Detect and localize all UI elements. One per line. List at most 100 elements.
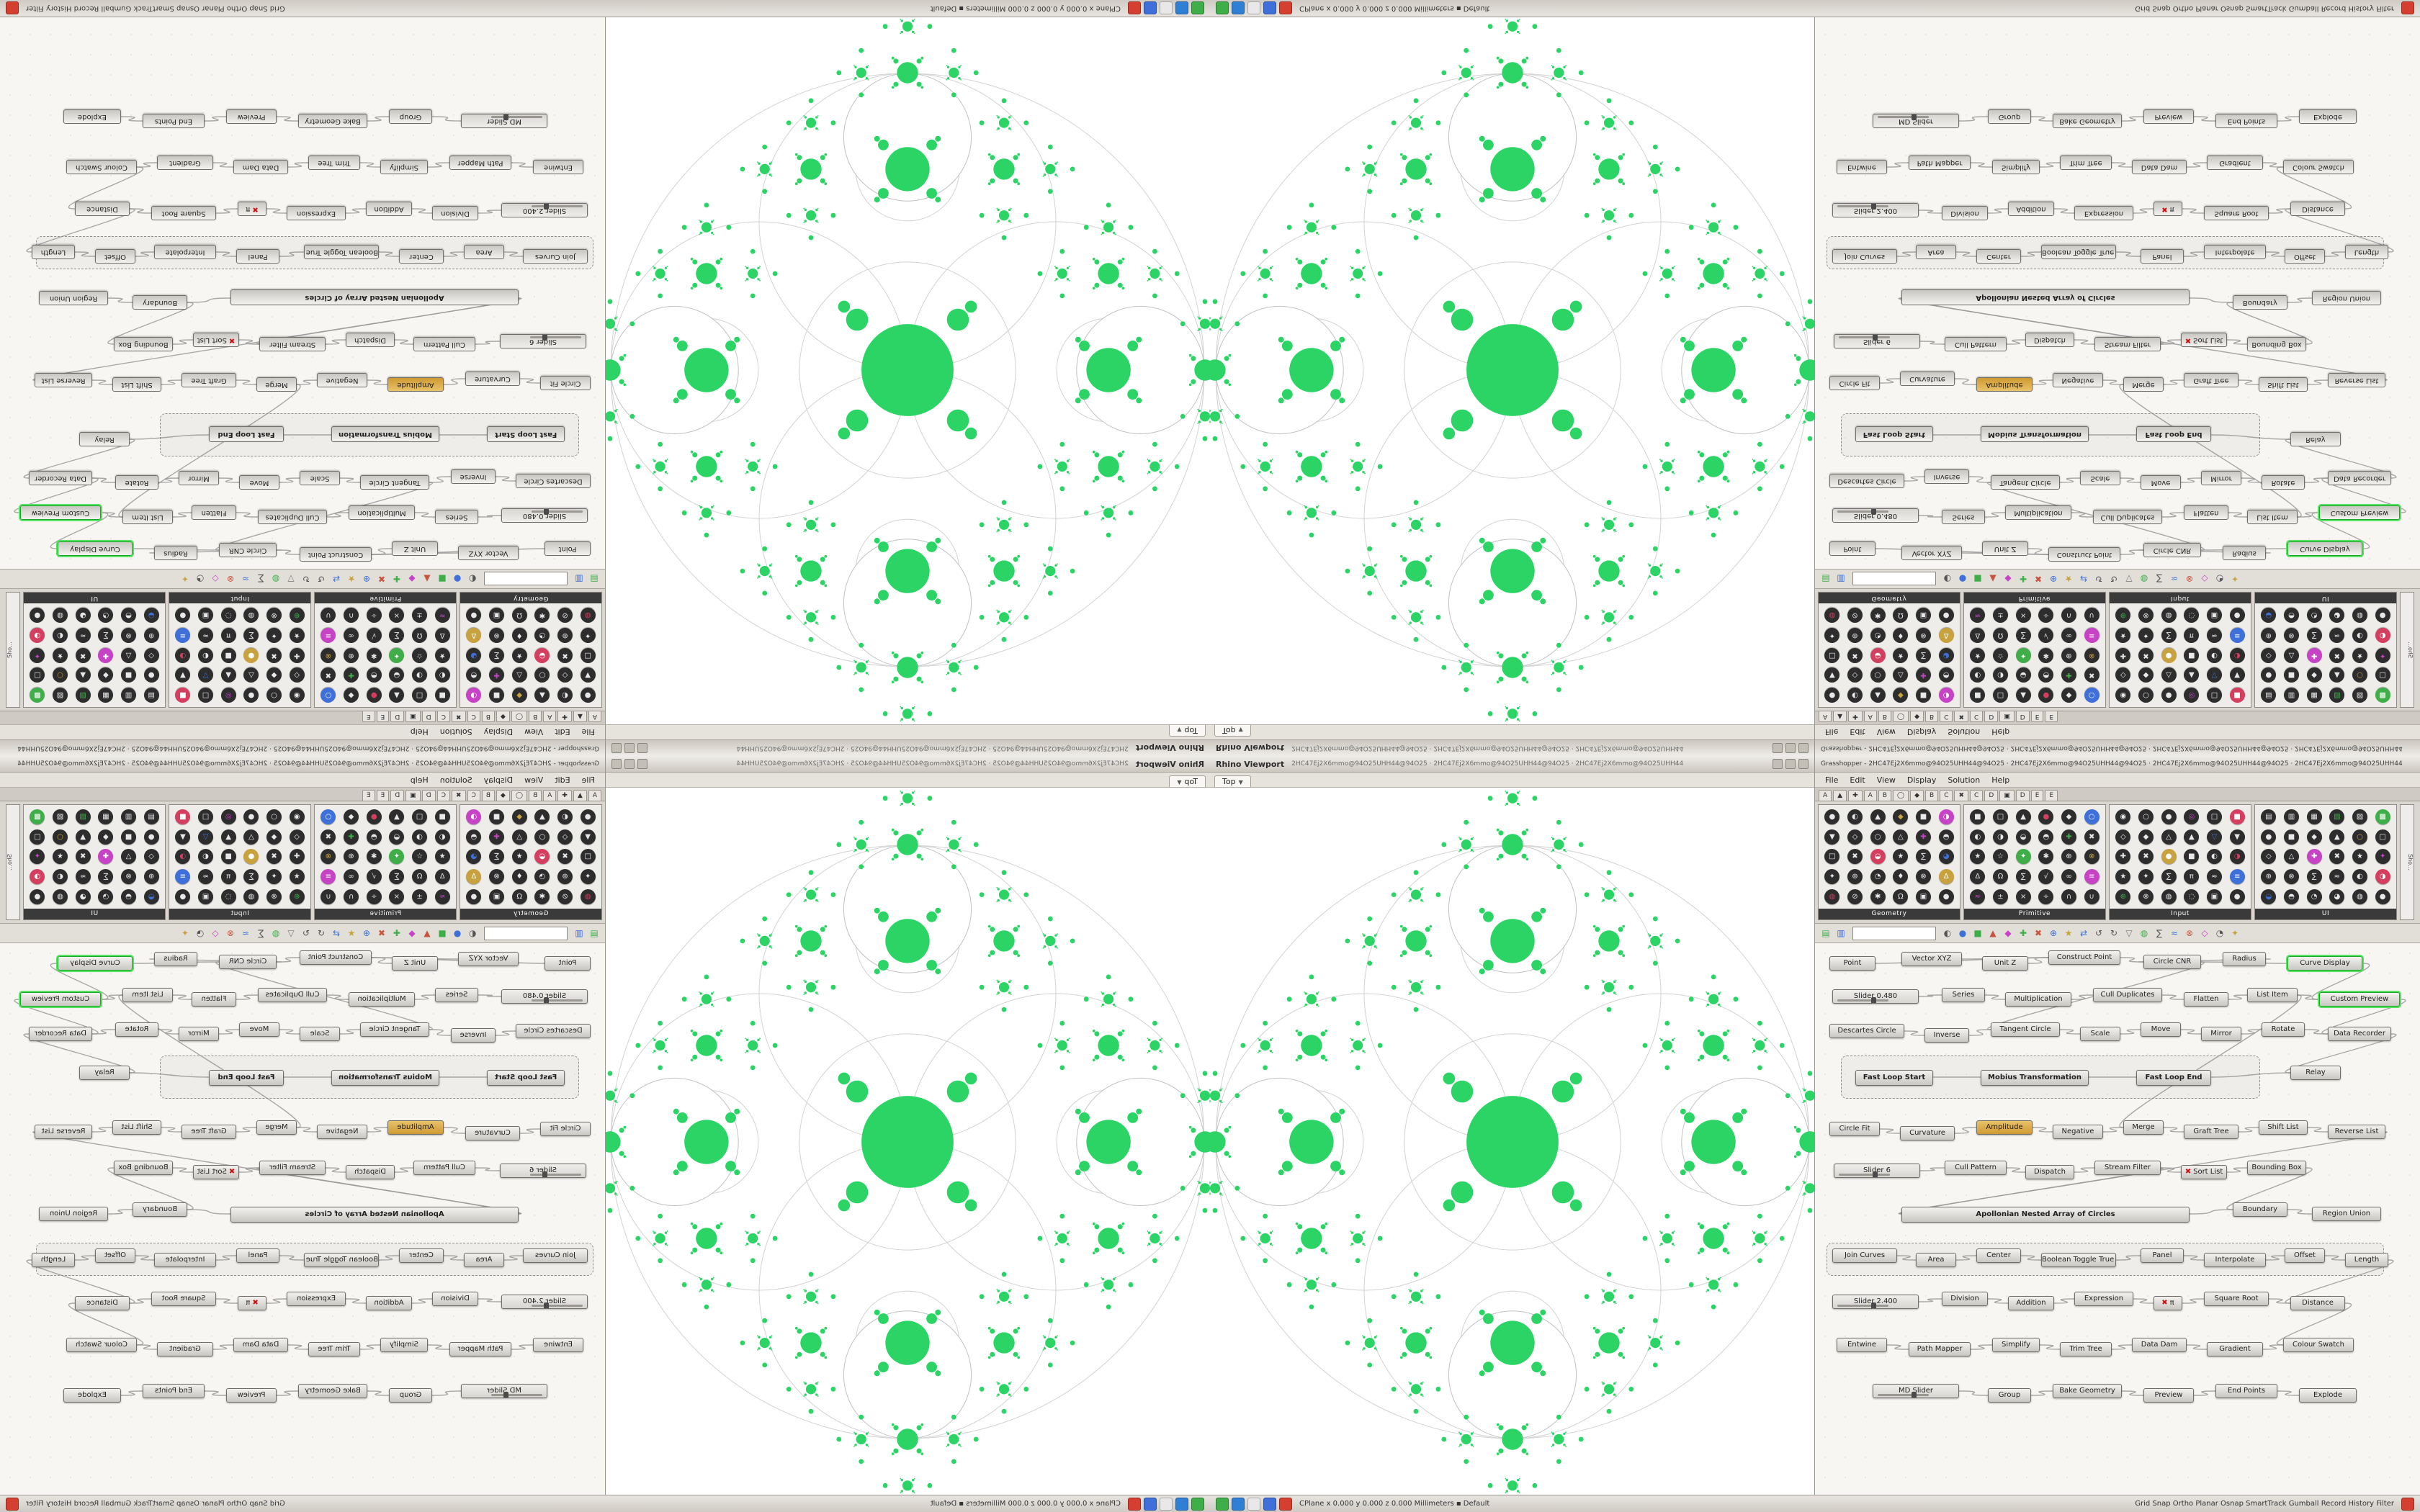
component-icon[interactable]: ■ [220, 647, 236, 663]
component-icon[interactable]: ◑ [30, 869, 45, 885]
component-icon[interactable]: ≡ [2229, 627, 2245, 643]
gh-node[interactable]: Join Curves [523, 1248, 588, 1263]
palette-show-handle[interactable]: Sho… [6, 592, 20, 708]
taskbar-app-icon[interactable] [1191, 1497, 1204, 1511]
gh-node[interactable]: Addition [2008, 1296, 2054, 1310]
component-icon[interactable]: Ω [412, 627, 428, 643]
component-icon[interactable]: ÷ [366, 888, 382, 904]
component-icon[interactable]: ◍ [2352, 888, 2367, 904]
component-icon[interactable]: ◒ [143, 888, 159, 904]
gh-node[interactable]: Dispatch [2025, 1165, 2074, 1179]
gh-node[interactable]: Point [544, 956, 591, 971]
gh-node[interactable]: Slider 2.400 [501, 203, 588, 217]
menu-view[interactable]: View [1876, 727, 1896, 737]
component-icon[interactable]: ◍ [53, 608, 68, 624]
gh-node[interactable]: Point [544, 541, 591, 556]
component-icon[interactable]: ● [580, 809, 596, 825]
component-icon[interactable]: ∩ [2061, 888, 2076, 904]
component-icon[interactable]: ∑ [489, 647, 505, 663]
component-icon[interactable]: ≈ [2329, 627, 2345, 643]
toolbar-icon[interactable]: ◆ [408, 574, 416, 584]
component-icon[interactable]: □ [412, 687, 428, 703]
component-icon[interactable]: ✚ [289, 647, 305, 663]
gh-node[interactable]: Shift List [2259, 1120, 2308, 1135]
component-icon[interactable]: ● [1824, 809, 1840, 825]
component-icon[interactable]: ⊕ [2261, 869, 2277, 885]
component-icon[interactable]: ◕ [75, 888, 91, 904]
toolbar-icon[interactable]: ◇ [2201, 928, 2208, 938]
component-icon[interactable]: ▩ [2375, 687, 2390, 703]
component-icon[interactable]: ≡ [321, 627, 336, 643]
gh-node[interactable]: ✖Sort List [193, 1165, 239, 1179]
toolbar-icon[interactable]: ≈ [2170, 928, 2179, 938]
taskbar-app-icon[interactable] [1128, 1, 1141, 15]
taskbar-app-icon[interactable] [1232, 1, 1245, 15]
gh-node[interactable]: Scale [300, 1027, 340, 1041]
component-tab[interactable]: B [1878, 711, 1891, 722]
component-icon[interactable]: ◆ [511, 809, 527, 825]
component-icon[interactable]: ◆ [2306, 667, 2322, 683]
component-icon[interactable]: ◓ [466, 829, 482, 845]
gh-node[interactable]: Cull Duplicates [2093, 510, 2162, 524]
component-icon[interactable]: ◌ [2184, 888, 2200, 904]
gh-node[interactable]: Graft Tree [2184, 373, 2238, 387]
component-icon[interactable]: ○ [2138, 687, 2154, 703]
menu-edit[interactable]: Edit [555, 727, 570, 737]
component-icon[interactable]: ○ [1870, 667, 1886, 683]
component-icon[interactable]: ✚ [289, 849, 305, 865]
gh-node[interactable]: Interpolate [2204, 1253, 2266, 1267]
component-icon[interactable]: ✖ [321, 829, 336, 845]
component-icon[interactable]: ▲ [1870, 809, 1886, 825]
toolbar-icon[interactable]: ◔ [2215, 928, 2224, 938]
minimize-button[interactable] [637, 759, 647, 769]
gh-node[interactable]: Region Union [39, 291, 108, 305]
viewport-tab-top[interactable]: Top▼ [1169, 775, 1206, 787]
close-button[interactable] [611, 759, 622, 769]
gh-node[interactable]: Fast Loop End [209, 1070, 284, 1086]
gh-node[interactable]: Center [399, 249, 444, 264]
gh-node[interactable]: Radius [2223, 546, 2266, 560]
gh-node[interactable]: Join Curves [523, 249, 588, 264]
gh-node[interactable]: Boundary [2233, 1202, 2287, 1217]
component-icon[interactable]: ✖ [2138, 849, 2154, 865]
component-icon[interactable]: ■ [2184, 647, 2200, 663]
component-icon[interactable]: Ω [1992, 869, 2008, 885]
toolbar-icon[interactable]: ∑ [257, 574, 264, 584]
component-icon[interactable]: ≈ [198, 627, 214, 643]
gh-node[interactable]: Square Root [151, 1292, 216, 1306]
component-icon[interactable]: ✖ [1847, 849, 1863, 865]
gh-node[interactable]: Length [2345, 245, 2388, 259]
component-icon[interactable]: △ [121, 849, 137, 865]
gh-node[interactable]: Mirror [2201, 1027, 2241, 1041]
gh-node[interactable]: Bake Geometry [2053, 114, 2122, 128]
search-input[interactable] [1852, 926, 1936, 940]
component-icon[interactable]: ♦ [1893, 627, 1909, 643]
menu-display[interactable]: Display [1906, 775, 1937, 785]
component-icon[interactable]: ○ [53, 667, 68, 683]
component-icon[interactable]: ◇ [143, 647, 159, 663]
gh-node[interactable]: Mirror [2201, 471, 2241, 485]
component-icon[interactable]: ⊕ [557, 869, 573, 885]
component-icon[interactable]: ● [2161, 809, 2177, 825]
component-icon[interactable]: ◆ [98, 667, 114, 683]
component-icon[interactable]: ≈ [434, 608, 450, 624]
component-icon[interactable]: Δ [1970, 627, 1986, 643]
gh-node[interactable]: Preview [2143, 109, 2194, 124]
component-icon[interactable]: ◕ [2329, 608, 2345, 624]
component-icon[interactable]: ◎ [2184, 809, 2200, 825]
gh-node[interactable]: Tangent Circle [360, 475, 429, 490]
gh-node[interactable]: Interpolate [154, 245, 216, 259]
component-icon[interactable]: ≈ [75, 627, 91, 643]
component-icon[interactable]: ● [2261, 667, 2277, 683]
component-icon[interactable]: ✖ [266, 849, 282, 865]
component-icon[interactable]: × [389, 608, 405, 624]
viewport-canvas[interactable] [1210, 17, 1814, 724]
slider-knob[interactable] [1871, 1302, 1877, 1308]
gh-node[interactable]: Offset [95, 1248, 135, 1263]
toolbar-icon[interactable]: ⊗ [2185, 574, 2194, 584]
component-icon[interactable]: ∞ [2061, 869, 2076, 885]
component-icon[interactable]: ✦ [30, 849, 45, 865]
component-tab[interactable]: B [1878, 790, 1891, 801]
file-icon[interactable]: ▤ [590, 574, 599, 584]
taskbar-app-icon[interactable] [1216, 1497, 1229, 1511]
